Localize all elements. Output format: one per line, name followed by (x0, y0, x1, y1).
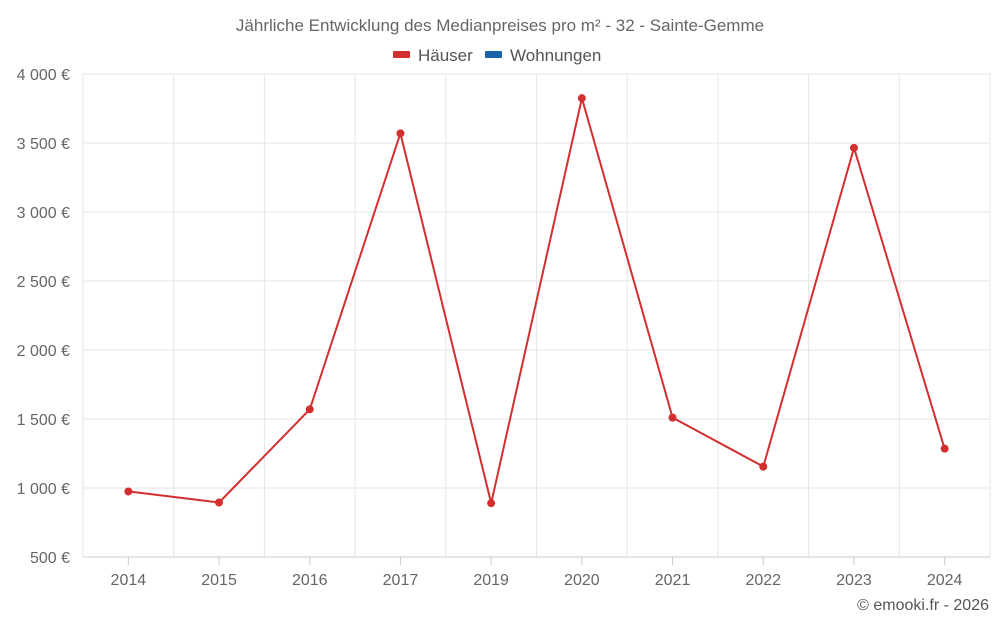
data-point[interactable] (577, 94, 586, 103)
x-tick-label: 2020 (564, 572, 600, 589)
y-tick-label: 3 500 € (17, 136, 70, 153)
legend[interactable]: Häuser Wohnungen (393, 46, 601, 65)
legend-swatch-haeuser (393, 51, 410, 58)
x-tick-label: 2024 (927, 572, 963, 589)
series-line-0 (128, 97, 946, 505)
y-tick-label: 3 000 € (17, 205, 70, 222)
data-point[interactable] (940, 444, 949, 453)
legend-label-wohnungen: Wohnungen (510, 46, 601, 65)
credit-text: © emooki.fr - 2026 (857, 597, 989, 614)
x-tick-label: 2015 (201, 572, 237, 589)
data-point[interactable] (668, 413, 677, 422)
x-tick-label: 2014 (111, 572, 147, 589)
y-tick-label: 1 500 € (17, 412, 70, 429)
x-axis: 2014 2015 2016 2017 2019 2020 2021 2022 2023 2024 (83, 556, 990, 589)
y-axis: 500 € 1 000 € 1 500 € 2 000 € 2 500 € 3 000 €… (17, 67, 70, 567)
data-point[interactable] (124, 487, 133, 496)
data-point[interactable] (487, 499, 496, 508)
data-point[interactable] (759, 462, 768, 471)
data-point[interactable] (396, 129, 405, 138)
chart-title: Jährliche Entwicklung des Medianpreises … (236, 16, 764, 35)
data-point[interactable] (305, 405, 314, 414)
legend-swatch-wohnungen (485, 51, 502, 58)
series-layer (124, 94, 949, 508)
x-tick-label: 2022 (745, 572, 781, 589)
y-tick-label: 4 000 € (17, 67, 70, 84)
y-tick-label: 1 000 € (17, 481, 70, 498)
x-tick-label: 2017 (383, 572, 419, 589)
y-tick-label: 500 € (30, 550, 70, 567)
x-tick-label: 2021 (655, 572, 691, 589)
legend-label-haeuser: Häuser (418, 46, 473, 65)
data-point[interactable] (215, 498, 224, 507)
y-tick-label: 2 500 € (17, 274, 70, 291)
x-tick-label: 2019 (473, 572, 509, 589)
x-tick-label: 2016 (292, 572, 328, 589)
data-point[interactable] (849, 143, 858, 152)
y-tick-label: 2 000 € (17, 343, 70, 360)
legend-item-wohnungen[interactable]: Wohnungen (485, 46, 601, 65)
legend-item-haeuser[interactable]: Häuser (393, 46, 473, 65)
gridlines (82, 73, 991, 557)
x-tick-label: 2023 (836, 572, 872, 589)
